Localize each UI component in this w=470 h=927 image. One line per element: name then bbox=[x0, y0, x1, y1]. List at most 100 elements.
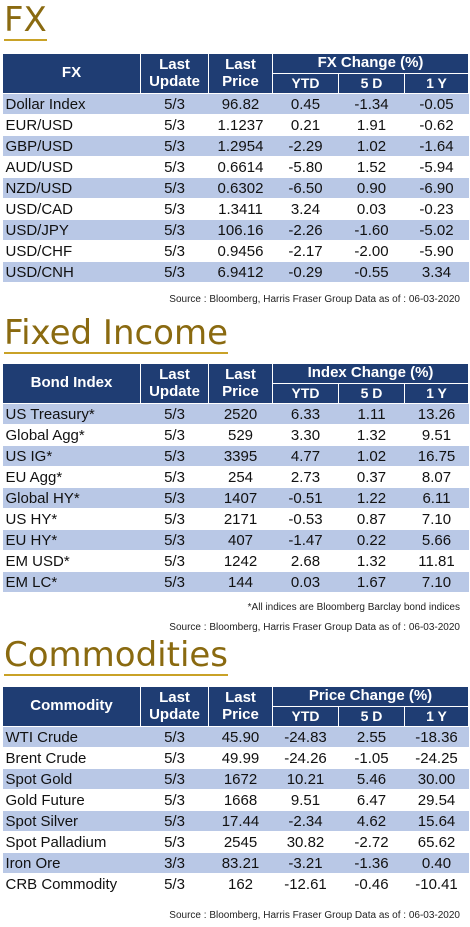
row-5d: 1.91 bbox=[338, 114, 405, 136]
row-last-price: 162 bbox=[208, 873, 273, 895]
row-ytd: -3.21 bbox=[272, 852, 339, 874]
row-ytd: -5.80 bbox=[272, 156, 339, 178]
row-5d: 1.52 bbox=[338, 156, 405, 178]
row-5d: 0.03 bbox=[338, 198, 405, 220]
table-row: Global HY* 5/3 1407 -0.51 1.22 6.11 bbox=[2, 487, 469, 509]
row-5d: 2.55 bbox=[338, 726, 405, 748]
fi-header-change-group: Index Change (%) bbox=[271, 363, 470, 384]
row-last-update: 5/3 bbox=[140, 219, 209, 241]
row-last-price: 1242 bbox=[208, 550, 273, 572]
table-row: AUD/USD 5/3 0.6614 -5.80 1.52 -5.94 bbox=[2, 156, 469, 178]
table-row: GBP/USD 5/3 1.2954 -2.29 1.02 -1.64 bbox=[2, 135, 469, 157]
fx-table: FX Last Update Last Price FX Change (%) YT… bbox=[2, 53, 470, 283]
cm-header-name: Commodity bbox=[2, 686, 141, 727]
row-last-update: 5/3 bbox=[140, 810, 209, 832]
row-ytd: -2.17 bbox=[272, 240, 339, 262]
row-1y: -18.36 bbox=[404, 726, 469, 748]
row-name: WTI Crude bbox=[2, 726, 141, 748]
fixed-income-table-body: US Treasury* 5/3 2520 6.33 1.11 13.26 Global A… bbox=[2, 403, 469, 593]
row-last-update: 5/3 bbox=[140, 177, 209, 199]
fx-section-title: FX bbox=[4, 0, 47, 41]
row-last-update: 5/3 bbox=[140, 424, 209, 446]
row-5d: -2.72 bbox=[338, 831, 405, 853]
row-last-price: 1.1237 bbox=[208, 114, 273, 136]
row-last-update: 5/3 bbox=[140, 487, 209, 509]
row-name: NZD/USD bbox=[2, 177, 141, 199]
row-1y: 16.75 bbox=[404, 445, 469, 467]
table-row: Global Agg* 5/3 529 3.30 1.32 9.51 bbox=[2, 424, 469, 446]
fx-header-last-update: Last Update bbox=[140, 53, 209, 94]
row-5d: 0.22 bbox=[338, 529, 405, 551]
row-last-price: 407 bbox=[208, 529, 273, 551]
table-row: US HY* 5/3 2171 -0.53 0.87 7.10 bbox=[2, 508, 469, 530]
row-last-update: 3/3 bbox=[140, 852, 209, 874]
row-last-price: 2545 bbox=[208, 831, 273, 853]
row-5d: 1.32 bbox=[338, 424, 405, 446]
fi-header-last-price: Last Price bbox=[208, 363, 273, 404]
row-1y: 9.51 bbox=[404, 424, 469, 446]
row-last-price: 1668 bbox=[208, 789, 273, 811]
row-name: Global HY* bbox=[2, 487, 141, 509]
row-last-price: 1672 bbox=[208, 768, 273, 790]
fi-header-name: Bond Index bbox=[2, 363, 141, 404]
cm-header-last-price: Last Price bbox=[208, 686, 273, 727]
row-name: US HY* bbox=[2, 508, 141, 530]
row-1y: 7.10 bbox=[404, 571, 469, 593]
row-5d: 1.02 bbox=[338, 445, 405, 467]
table-row: Spot Palladium 5/3 2545 30.82 -2.72 65.62 bbox=[2, 831, 469, 853]
row-name: US Treasury* bbox=[2, 403, 141, 425]
row-1y: 6.11 bbox=[404, 487, 469, 509]
row-1y: 65.62 bbox=[404, 831, 469, 853]
cm-header-change-group: Price Change (%) bbox=[271, 686, 470, 707]
row-last-price: 1.2954 bbox=[208, 135, 273, 157]
row-name: EUR/USD bbox=[2, 114, 141, 136]
row-last-price: 254 bbox=[208, 466, 273, 488]
fi-header-last-update: Last Update bbox=[140, 363, 209, 404]
row-name: EU HY* bbox=[2, 529, 141, 551]
row-1y: 5.66 bbox=[404, 529, 469, 551]
row-1y: 11.81 bbox=[404, 550, 469, 572]
fixed-income-section-title: Fixed Income bbox=[4, 313, 229, 354]
row-5d: 0.37 bbox=[338, 466, 405, 488]
row-last-update: 5/3 bbox=[140, 240, 209, 262]
row-5d: -1.60 bbox=[338, 219, 405, 241]
fixed-income-table: Bond Index Last Update Last Price Index Ch… bbox=[2, 363, 470, 593]
row-1y: 3.34 bbox=[404, 261, 469, 283]
row-last-update: 5/3 bbox=[140, 445, 209, 467]
row-1y: -0.05 bbox=[404, 93, 469, 115]
row-last-update: 5/3 bbox=[140, 114, 209, 136]
row-last-price: 45.90 bbox=[208, 726, 273, 748]
row-ytd: -24.26 bbox=[272, 747, 339, 769]
table-row: USD/CNH 5/3 6.9412 -0.29 -0.55 3.34 bbox=[2, 261, 469, 283]
row-1y: 30.00 bbox=[404, 768, 469, 790]
row-ytd: -1.47 bbox=[272, 529, 339, 551]
row-name: Spot Gold bbox=[2, 768, 141, 790]
row-5d: -1.34 bbox=[338, 93, 405, 115]
row-last-price: 2171 bbox=[208, 508, 273, 530]
table-row: NZD/USD 5/3 0.6302 -6.50 0.90 -6.90 bbox=[2, 177, 469, 199]
table-row: USD/CHF 5/3 0.9456 -2.17 -2.00 -5.90 bbox=[2, 240, 469, 262]
row-5d: -1.05 bbox=[338, 747, 405, 769]
row-last-update: 5/3 bbox=[140, 261, 209, 283]
row-last-update: 5/3 bbox=[140, 789, 209, 811]
row-name: EU Agg* bbox=[2, 466, 141, 488]
row-ytd: 0.03 bbox=[272, 571, 339, 593]
fi-header-ytd: YTD bbox=[272, 383, 339, 404]
row-ytd: 4.77 bbox=[272, 445, 339, 467]
row-ytd: 0.21 bbox=[272, 114, 339, 136]
row-ytd: 10.21 bbox=[272, 768, 339, 790]
row-5d: -0.55 bbox=[338, 261, 405, 283]
table-row: USD/CAD 5/3 1.3411 3.24 0.03 -0.23 bbox=[2, 198, 469, 220]
row-name: US IG* bbox=[2, 445, 141, 467]
fx-header-5d: 5 D bbox=[338, 73, 405, 94]
row-1y: -5.02 bbox=[404, 219, 469, 241]
commodities-table: Commodity Last Update Last Price Price Cha… bbox=[2, 686, 470, 895]
row-name: Iron Ore bbox=[2, 852, 141, 874]
row-last-price: 1.3411 bbox=[208, 198, 273, 220]
row-name: Dollar Index bbox=[2, 93, 141, 115]
fx-table-body: Dollar Index 5/3 96.82 0.45 -1.34 -0.05 EUR/US… bbox=[2, 93, 469, 283]
row-5d: 0.90 bbox=[338, 177, 405, 199]
row-last-update: 5/3 bbox=[140, 508, 209, 530]
fi-header-1y: 1 Y bbox=[403, 383, 470, 404]
row-1y: -0.23 bbox=[404, 198, 469, 220]
